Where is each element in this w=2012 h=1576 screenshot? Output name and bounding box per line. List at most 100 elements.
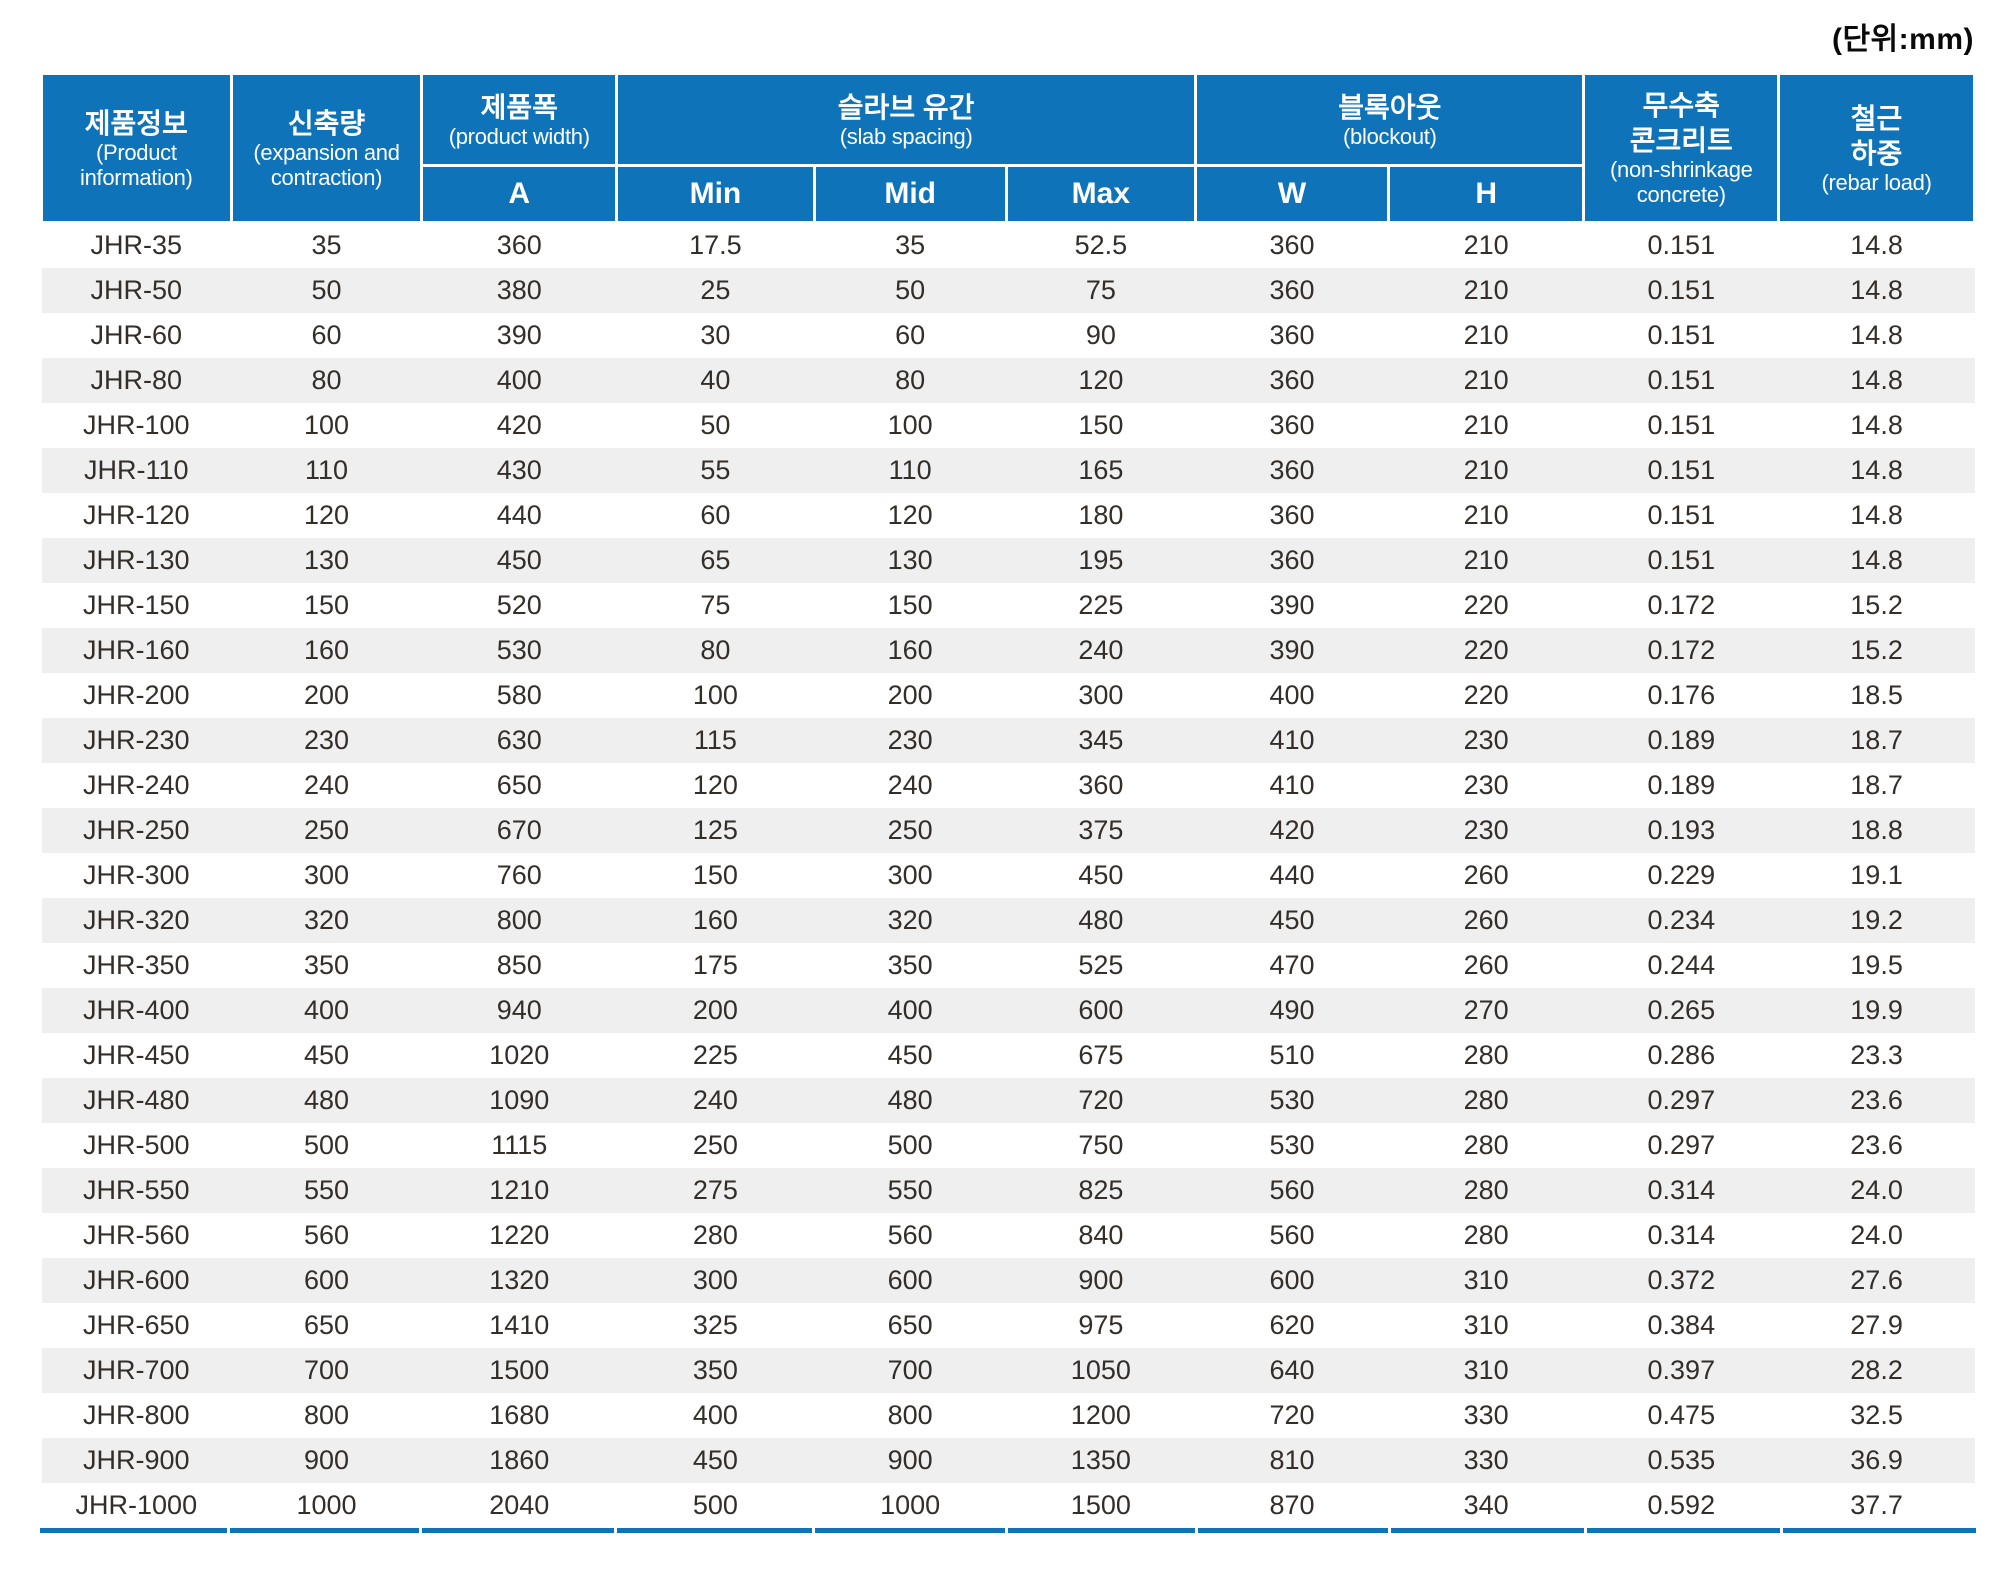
table-cell: 25 <box>700 274 731 305</box>
table-cell: 120 <box>887 499 933 530</box>
table-cell: 670 <box>496 814 542 845</box>
bottom-border-segment <box>1587 1527 1780 1533</box>
header-product-info-ko: 제품정보 <box>84 107 188 139</box>
table-cell: 400 <box>303 994 350 1025</box>
table-cell: 27.9 <box>1850 1309 1903 1340</box>
table-cell: 450 <box>1078 859 1124 890</box>
table-cell: 17.5 <box>689 230 742 261</box>
subheader-mid: Mid <box>812 164 1008 224</box>
table-cell: 28.2 <box>1850 1354 1903 1385</box>
table-cell: 125 <box>692 814 738 845</box>
table-cell: 80 <box>895 364 926 395</box>
table-cell: 500 <box>692 1489 738 1520</box>
table-cell: 1020 <box>489 1039 550 1070</box>
table-row: JHR-650 650 1410 325 650 975 620 310 0.384 27.9 <box>42 1303 1975 1348</box>
table-cell: 52.5 <box>1074 230 1128 261</box>
table-cell: 280 <box>1463 1219 1509 1250</box>
table-cell: 0.297 <box>1647 1129 1716 1160</box>
subheader-max: Max <box>1004 164 1198 224</box>
table-cell: 0.314 <box>1647 1219 1716 1250</box>
table-cell: 360 <box>496 230 542 261</box>
table-row: JHR-100 100 420 50 100 150 360 210 0.151 14.8 <box>42 403 1975 448</box>
table-cell: 0.151 <box>1647 409 1716 440</box>
table-cell: 1320 <box>489 1264 550 1295</box>
table-cell: 525 <box>1078 949 1124 980</box>
table-cell: 160 <box>303 634 350 665</box>
table-cell: 870 <box>1269 1489 1315 1520</box>
table-cell: 975 <box>1078 1309 1124 1340</box>
table-cell: 0.151 <box>1647 499 1716 530</box>
table-cell: 1500 <box>489 1354 550 1385</box>
table-cell: 420 <box>496 409 542 440</box>
table-cell: 60 <box>311 319 342 350</box>
table-cell: 620 <box>1269 1309 1315 1340</box>
table-cell: 340 <box>1463 1489 1509 1520</box>
table-cell: 220 <box>1463 589 1509 620</box>
table-cell: 600 <box>303 1264 350 1295</box>
table-cell: 230 <box>1463 814 1509 845</box>
table-cell: 210 <box>1463 230 1509 261</box>
table-cell: 360 <box>1269 409 1315 440</box>
table-cell: 720 <box>1269 1399 1315 1430</box>
table-cell: 160 <box>692 904 738 935</box>
table-cell: 230 <box>1463 769 1509 800</box>
table-cell: 50 <box>895 274 926 305</box>
table-cell: 390 <box>496 319 542 350</box>
table-cell: 840 <box>1078 1219 1124 1250</box>
table-cell: 1500 <box>1070 1489 1131 1520</box>
table-cell: 580 <box>496 679 542 710</box>
table-row: JHR-700 700 1500 350 700 1050 640 310 0.397 28.2 <box>41 1347 1975 1393</box>
table-cell: 800 <box>303 1399 350 1430</box>
header-concrete-en: (non-shrinkage concrete) <box>1610 157 1753 207</box>
table-cell: 27.6 <box>1850 1264 1903 1295</box>
table-bottom-border <box>40 1527 1976 1533</box>
table-row: JHR-900 900 1860 450 900 1350 810 330 0.535 36.9 <box>41 1437 1975 1483</box>
header-product-width: 제품폭 (product width) <box>420 72 619 167</box>
table-cell: 500 <box>887 1129 933 1160</box>
table-cell: 14.8 <box>1850 454 1903 485</box>
header-sub-row: A Min Mid Max W H <box>42 164 1975 224</box>
table-cell: 19.9 <box>1850 994 1903 1025</box>
table-cell: 0.229 <box>1647 859 1716 890</box>
table-cell: 250 <box>692 1129 738 1160</box>
table-cell: 32.5 <box>1850 1399 1903 1430</box>
table-cell: 0.535 <box>1647 1444 1716 1475</box>
table-cell: 530 <box>1269 1084 1315 1115</box>
header-blockout: 블록아웃 (blockout) <box>1194 72 1586 167</box>
table-cell: 14.8 <box>1850 230 1903 261</box>
table-row: JHR-130 130 450 65 130 195 360 210 0.151 14.8 <box>41 537 1975 583</box>
table-cell: 0.297 <box>1647 1084 1716 1115</box>
table-cell: 560 <box>1269 1174 1315 1205</box>
table-cell: JHR-200 <box>83 679 190 710</box>
subheader-w: W <box>1194 164 1390 224</box>
table-cell: 23.6 <box>1850 1129 1903 1160</box>
table-row: JHR-480 480 1090 240 480 720 530 280 0.297 23.6 <box>41 1077 1975 1123</box>
table-cell: 320 <box>303 904 350 935</box>
table-cell: 310 <box>1463 1354 1509 1385</box>
table-cell: 650 <box>887 1309 933 1340</box>
header-group-row: 제품정보 (Product information) 신축량 (expansio… <box>40 72 1976 224</box>
table-row: JHR-35 35 360 17.5 35 52.5 360 210 0.151 14.8 <box>42 223 1975 268</box>
table-cell: 1220 <box>489 1219 550 1250</box>
table-cell: 1680 <box>489 1399 550 1430</box>
bottom-border-segment <box>421 1527 614 1533</box>
table-cell: 280 <box>692 1219 738 1250</box>
table-cell: JHR-160 <box>83 634 190 665</box>
table-cell: 110 <box>888 454 932 485</box>
table-cell: 480 <box>303 1084 350 1115</box>
table-cell: JHR-350 <box>83 949 190 980</box>
table-cell: 380 <box>496 274 542 305</box>
table-body: JHR-35 35 360 17.5 35 52.5 360 210 0.151 14.8 JHR-… <box>41 223 1975 1528</box>
table-cell: 410 <box>1269 769 1315 800</box>
spec-table: 제품정보 (Product information) 신축량 (expansio… <box>40 72 1976 1528</box>
table-cell: 630 <box>496 724 542 755</box>
table-cell: 120 <box>1078 364 1124 395</box>
table-cell: 300 <box>1078 679 1124 710</box>
header-product-width-ko: 제품폭 <box>480 91 558 123</box>
header-rebar-load-en: (rebar load) <box>1821 169 1932 195</box>
table-cell: 360 <box>1269 274 1315 305</box>
table-row: JHR-350 350 850 175 350 525 470 260 0.244 19.5 <box>42 943 1975 988</box>
table-cell: JHR-250 <box>83 814 190 845</box>
table-cell: 280 <box>1463 1129 1509 1160</box>
table-cell: 0.151 <box>1647 230 1716 261</box>
